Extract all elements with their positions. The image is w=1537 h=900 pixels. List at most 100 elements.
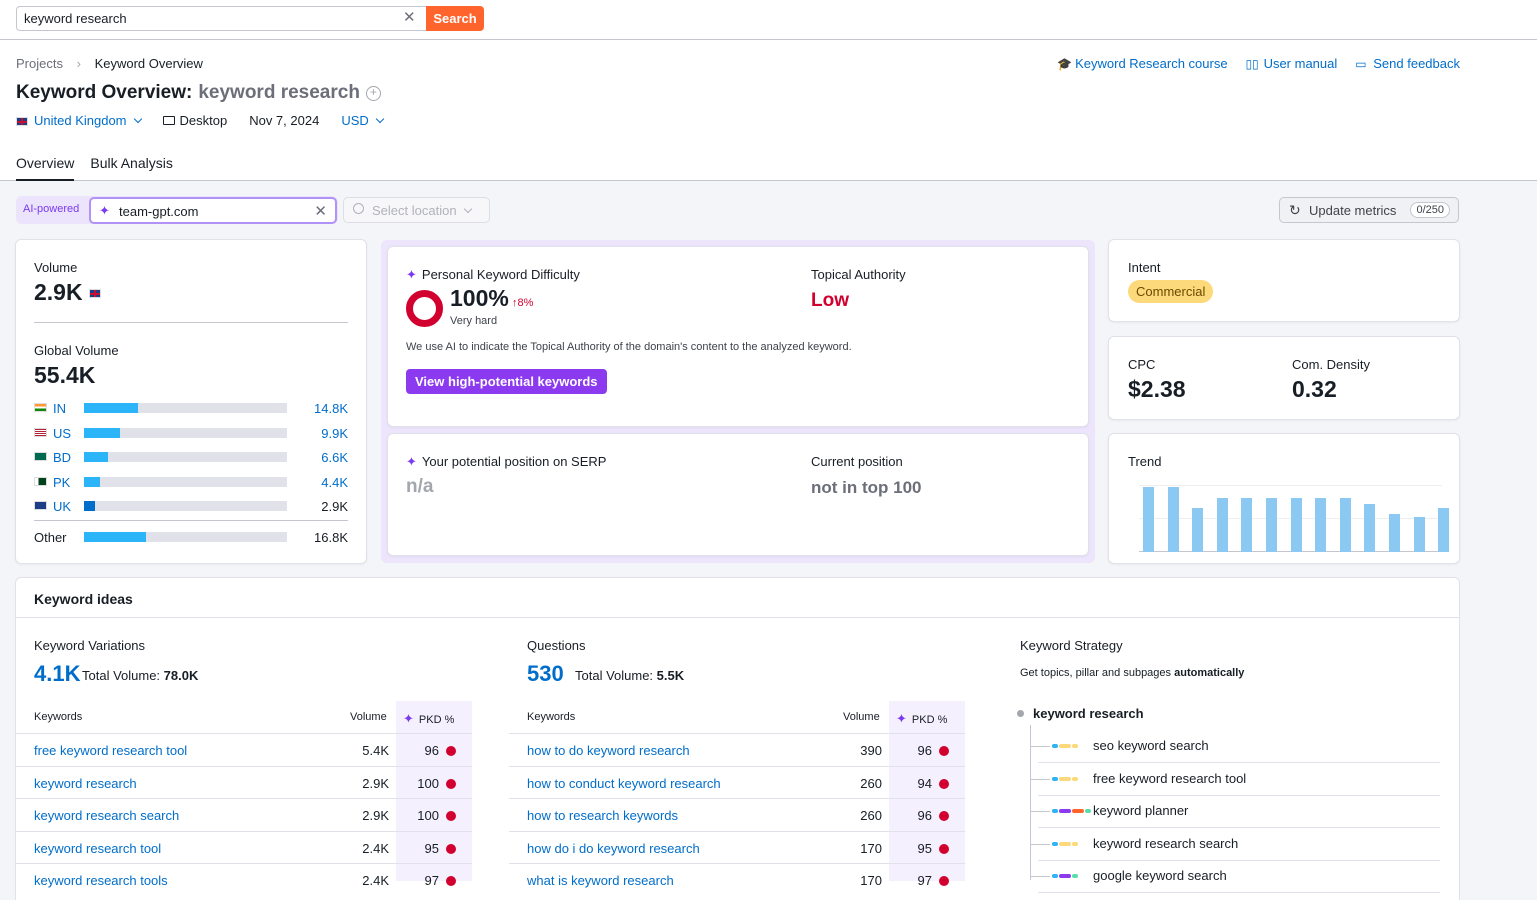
- country-code[interactable]: IN: [53, 401, 66, 416]
- current-position-label: Current position: [811, 454, 903, 469]
- trend-bar: [1167, 487, 1179, 552]
- keyword-link[interactable]: keyword research search: [34, 808, 180, 823]
- cpc-value: $2.38: [1128, 376, 1186, 402]
- keyword-link[interactable]: how do i do keyword research: [527, 840, 700, 856]
- strategy-root: keyword research: [1033, 706, 1144, 721]
- sparkle-icon: ✦: [896, 711, 907, 726]
- keyword-pkd: 97: [917, 873, 932, 888]
- tree-connector: [1030, 811, 1050, 812]
- strategy-subtopic[interactable]: free keyword research tool: [1093, 770, 1247, 786]
- trend-label: Trend: [1128, 454, 1162, 469]
- trend-bar: [1339, 498, 1351, 552]
- global-volume-label: Global Volume: [34, 343, 119, 358]
- clear-search-icon[interactable]: ✕: [403, 9, 416, 26]
- tab-bulk-analysis[interactable]: Bulk Analysis: [90, 155, 173, 171]
- variations-count[interactable]: 4.1K: [34, 661, 81, 686]
- keyword-link[interactable]: how to do keyword research: [527, 743, 690, 758]
- location-select[interactable]: Select location: [343, 197, 490, 223]
- tab-overview[interactable]: Overview: [16, 155, 75, 181]
- country-volume[interactable]: 9.9K: [321, 425, 348, 441]
- add-to-list-icon[interactable]: +: [365, 86, 381, 101]
- manual-link[interactable]: ▯▯ User manual: [1245, 56, 1338, 71]
- keyword-pkd: 95: [424, 840, 439, 856]
- keyword-volume: 260: [860, 775, 882, 791]
- tree-connector: [1030, 746, 1050, 747]
- trend-bar: [1241, 498, 1253, 552]
- keyword-ideas-title: Keyword ideas: [16, 578, 1459, 618]
- search-input[interactable]: [16, 6, 426, 31]
- strategy-subtopic[interactable]: google keyword search: [1093, 868, 1227, 883]
- date-select[interactable]: Nov 7, 2024: [249, 113, 320, 128]
- in-flag-icon: [34, 403, 47, 412]
- keyword-link[interactable]: how to research keywords: [527, 808, 679, 823]
- keyword-volume: 2.9K: [362, 808, 389, 823]
- page-header: Projects › Keyword Overview 🎓 Keyword Res…: [0, 40, 1537, 181]
- tree-connector: [1030, 778, 1050, 780]
- uk-flag-icon: [16, 117, 28, 126]
- keyword-volume: 2.4K: [362, 840, 389, 856]
- device-select[interactable]: Desktop: [162, 113, 227, 128]
- keyword-link[interactable]: keyword research tool: [34, 840, 162, 856]
- difficulty-dot-icon: [939, 876, 949, 886]
- intent-badge: Commercial: [1128, 280, 1214, 303]
- pk-flag-icon: [34, 476, 47, 486]
- keyword-link[interactable]: keyword research tools: [34, 873, 168, 888]
- intent-mix-bar: [1052, 809, 1058, 813]
- strategy-subtopic[interactable]: keyword research search: [1093, 835, 1239, 851]
- pkd-value: 100%: [450, 285, 509, 311]
- country-volume[interactable]: 6.6K: [321, 450, 348, 465]
- chevron-right-icon: ›: [76, 56, 81, 71]
- update-metrics-button[interactable]: ↻ Update metrics 0/250: [1279, 197, 1459, 223]
- keyword-volume: 260: [860, 808, 882, 823]
- keyword-pkd: 97: [424, 873, 439, 888]
- country-code[interactable]: BD: [53, 450, 72, 465]
- keyword-link[interactable]: how to conduct keyword research: [527, 775, 721, 791]
- trend-bar: [1290, 498, 1302, 552]
- tree-line: [1030, 725, 1031, 880]
- strategy-subtopic[interactable]: seo keyword search: [1093, 738, 1209, 753]
- breadcrumb: Projects › Keyword Overview: [16, 56, 203, 71]
- clear-domain-icon[interactable]: ✕: [314, 203, 327, 220]
- feedback-link[interactable]: ▭ Send feedback: [1355, 56, 1460, 71]
- questions-count[interactable]: 530: [527, 661, 564, 686]
- keyword-volume: 2.9K: [362, 775, 389, 791]
- sparkle-icon: ✦: [406, 267, 417, 282]
- us-flag-icon: [34, 427, 47, 437]
- keyword-link[interactable]: free keyword research tool: [34, 743, 188, 758]
- domain-input[interactable]: ✦ team-gpt.com ✕: [89, 197, 337, 224]
- country-code[interactable]: US: [53, 425, 72, 441]
- sparkle-icon: ✦: [403, 711, 414, 726]
- currency-select[interactable]: USD: [341, 113, 385, 128]
- table-row: how to conduct keyword research 260 94: [509, 765, 965, 798]
- course-link[interactable]: 🎓 Keyword Research course: [1057, 56, 1228, 71]
- country-code[interactable]: UK: [53, 499, 72, 514]
- questions-total: Total Volume: 5.5K: [575, 668, 685, 683]
- variations-label: Keyword Variations: [34, 638, 146, 653]
- strategy-subtopic[interactable]: keyword planner: [1093, 803, 1189, 818]
- variations-total: Total Volume: 78.0K: [82, 668, 199, 683]
- table-header: Keywords Volume ✦ PKD %: [34, 711, 455, 726]
- keyword-link[interactable]: what is keyword research: [527, 873, 674, 888]
- graduation-cap-icon: 🎓: [1057, 57, 1073, 71]
- trend-chart: [1139, 485, 1450, 552]
- other-label: Other: [34, 530, 67, 545]
- keyword-link[interactable]: keyword research: [34, 775, 137, 791]
- search-button[interactable]: Search: [426, 6, 484, 31]
- row-divider: [1038, 827, 1440, 828]
- volume-share-bar: [84, 501, 287, 511]
- intent-mix-bar: [1052, 874, 1058, 878]
- row-divider: [1038, 762, 1440, 763]
- breadcrumb-projects[interactable]: Projects: [16, 56, 63, 71]
- other-volume-row: Other 16.8K: [34, 530, 348, 545]
- country-volume[interactable]: 4.4K: [321, 474, 348, 490]
- country-code[interactable]: PK: [53, 474, 71, 490]
- serp-value: n/a: [406, 476, 434, 497]
- country-volume[interactable]: 14.8K: [314, 401, 348, 416]
- table-row: keyword research tool 2.4K 95: [16, 830, 472, 863]
- country-select[interactable]: United Kingdom: [16, 113, 142, 128]
- pkd-level: Very hard: [450, 315, 498, 327]
- view-high-potential-button[interactable]: View high-potential keywords: [406, 369, 607, 394]
- difficulty-dot-icon: [446, 811, 456, 821]
- update-count-badge: 0/250: [1410, 202, 1450, 218]
- tree-connector: [1030, 876, 1050, 877]
